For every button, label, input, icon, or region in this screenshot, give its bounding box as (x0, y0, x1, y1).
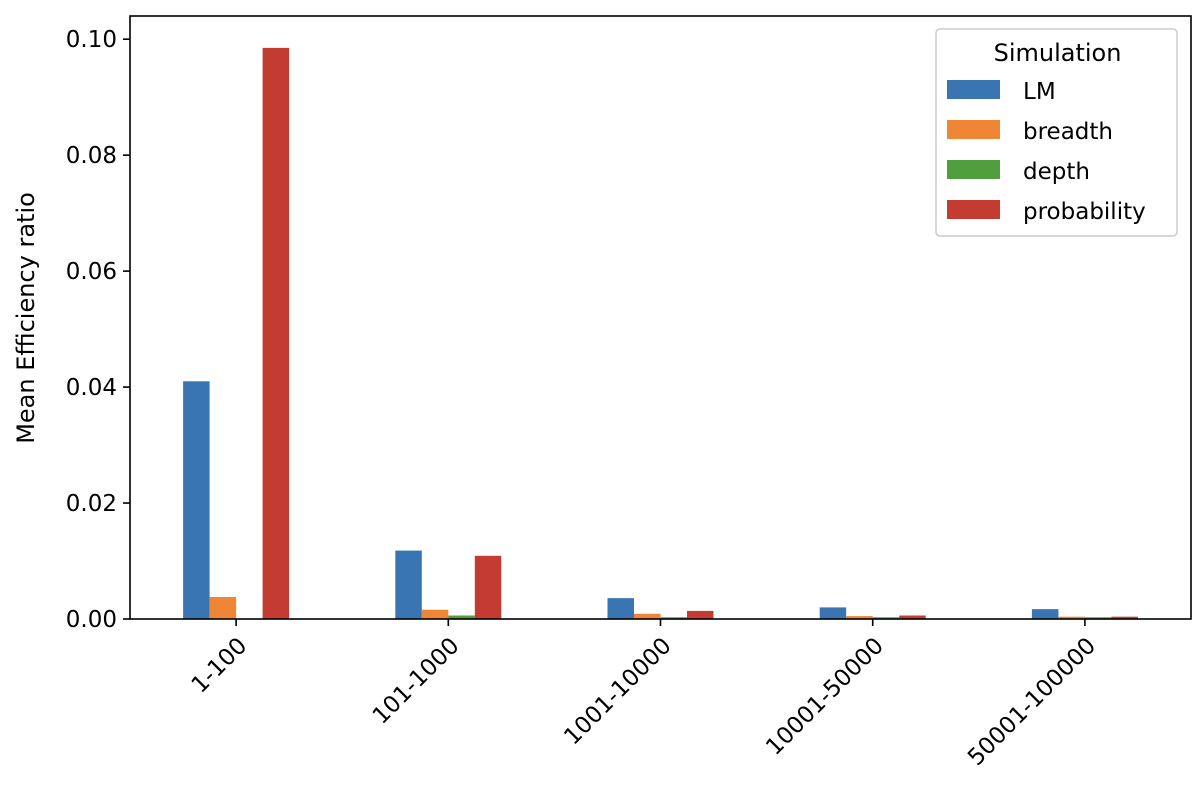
x-tick-label: 1001-10000 (559, 633, 676, 750)
bar-probability-1-100 (262, 47, 290, 620)
legend-label-depth: depth (1023, 159, 1090, 185)
x-tick-label: 101-1000 (368, 633, 465, 730)
plot-frame (129, 15, 1192, 620)
y-tick-label: 0.02 (66, 491, 117, 517)
legend-label-probability: probability (1023, 199, 1146, 225)
bar-probability-50001-100000 (1111, 616, 1138, 619)
bar-LM-10001-50000 (819, 607, 847, 619)
bars-group (183, 47, 1138, 620)
y-tick-label: 0.10 (66, 27, 117, 53)
bar-breadth-10001-50000 (846, 616, 873, 619)
bar-depth-50001-100000 (1084, 617, 1112, 619)
legend-swatch-breadth (947, 120, 1000, 139)
y-tick-label: 0.00 (66, 607, 117, 633)
bar-breadth-50001-100000 (1058, 616, 1085, 619)
bar-breadth-1-100 (209, 596, 237, 619)
y-tick-label: 0.04 (66, 375, 117, 401)
bar-depth-10001-50000 (872, 617, 900, 619)
legend-title: Simulation (994, 39, 1122, 67)
y-axis-label: Mean Efficiency ratio (12, 192, 40, 444)
bar-LM-101-1000 (395, 550, 422, 619)
x-tick-label: 1-100 (187, 633, 253, 699)
bar-probability-101-1000 (474, 555, 502, 619)
legend-label-LM: LM (1023, 79, 1056, 105)
bar-depth-1001-10000 (660, 617, 687, 619)
bar-LM-1-100 (183, 381, 210, 619)
bar-LM-1001-10000 (607, 598, 634, 619)
bar-probability-10001-50000 (899, 615, 926, 619)
legend-swatch-depth (947, 160, 1000, 179)
bar-LM-50001-100000 (1031, 609, 1059, 619)
y-tick-label: 0.06 (66, 259, 117, 285)
legend-swatch-probability (947, 200, 1000, 219)
legend-label-breadth: breadth (1023, 119, 1113, 145)
x-tick-label: 50001-100000 (963, 633, 1101, 771)
bar-probability-1001-10000 (687, 610, 714, 619)
y-tick-label: 0.08 (66, 143, 117, 169)
bar-breadth-1001-10000 (634, 613, 661, 619)
legend-swatch-LM (947, 80, 1000, 99)
bar-breadth-101-1000 (421, 609, 449, 619)
bar-depth-101-1000 (448, 615, 475, 619)
legend: Simulation LM breadth depth probability (935, 28, 1178, 237)
x-tick-label: 10001-50000 (761, 633, 889, 761)
